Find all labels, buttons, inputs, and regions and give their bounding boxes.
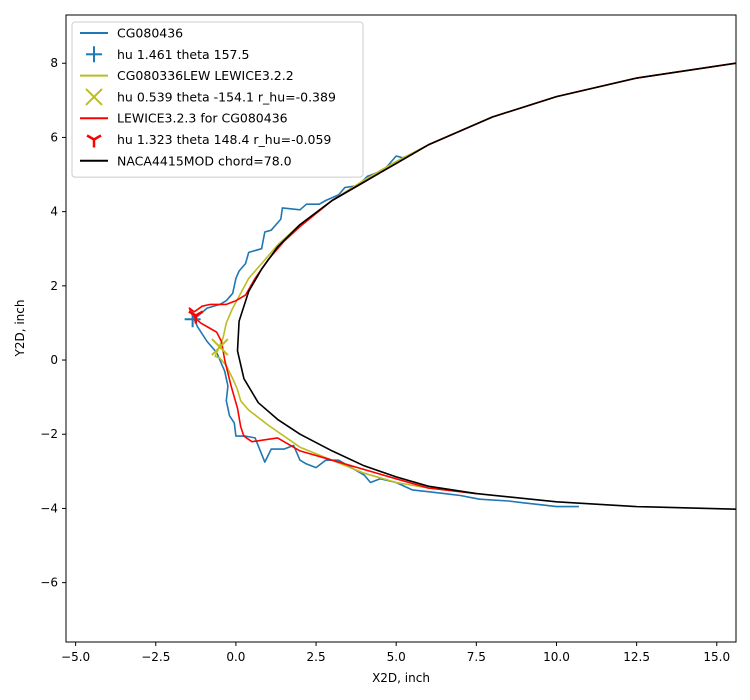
y-axis-ticks: −6 −4 −2 0 2 4 6 8: [40, 56, 66, 590]
legend-entry: CG080436: [80, 26, 183, 41]
series-line-naca4415mod-chord-78-0: [236, 62, 736, 510]
x-tick-label: 15.0: [703, 650, 730, 664]
x-tick-label: 2.5: [307, 650, 326, 664]
y-tick-label: −6: [40, 576, 58, 590]
series-marker-hu-0-539-theta-154-1-r-hu-0-389: [211, 338, 229, 356]
series-line-cg080336lew-lewice3-2-2: [214, 62, 736, 495]
y-tick-label: 6: [50, 130, 58, 144]
y-tick-label: −4: [40, 501, 58, 515]
y-tick-label: 4: [50, 205, 58, 219]
legend-entry: hu 0.539 theta -154.1 r_hu=-0.389: [85, 88, 336, 106]
legend-label: CG080336LEW LEWICE3.2.2: [117, 68, 294, 83]
legend-swatch: [86, 46, 102, 63]
series-marker-hu-1-323-theta-148-4-r-hu-0-059: [188, 310, 204, 324]
y-tick-label: 2: [50, 279, 58, 293]
legend-entry: LEWICE3.2.3 for CG080436: [80, 111, 288, 126]
legend-label: CG080436: [117, 26, 183, 41]
plot-frame: [65, 14, 737, 643]
x-axis-ticks: −5.0 −2.5 0.0 2.5 5.0 7.5 10.0 12.5 15.0: [61, 642, 730, 664]
legend-label: hu 1.323 theta 148.4 r_hu=-0.059: [117, 132, 331, 147]
legend-label: NACA4415MOD chord=78.0: [117, 153, 292, 168]
legend-entry: hu 1.323 theta 148.4 r_hu=-0.059: [86, 132, 331, 148]
x-tick-label: 12.5: [623, 650, 650, 664]
y-tick-label: 8: [50, 56, 58, 70]
legend-entry: NACA4415MOD chord=78.0: [80, 153, 292, 168]
y-tick-label: −2: [40, 427, 58, 441]
y-tick-label: 0: [50, 353, 58, 367]
x-tick-label: 10.0: [543, 650, 570, 664]
x-tick-label: 0.0: [226, 650, 245, 664]
x-tick-label: −5.0: [61, 650, 90, 664]
legend: CG080436 hu 1.461 theta 157.5 CG080336LEW …: [71, 21, 364, 178]
x-tick-label: −2.5: [141, 650, 170, 664]
legend-swatch: [85, 88, 103, 106]
legend-entry: CG080336LEW LEWICE3.2.2: [80, 68, 294, 83]
x-tick-label: 7.5: [467, 650, 486, 664]
legend-swatch: [86, 134, 102, 148]
legend-label: hu 1.461 theta 157.5: [117, 47, 249, 62]
y-axis-label: Y2D, inch: [13, 300, 27, 358]
legend-frame: [71, 21, 364, 178]
legend-label: hu 0.539 theta -154.1 r_hu=-0.389: [117, 89, 336, 104]
x-axis-label: X2D, inch: [372, 671, 430, 685]
legend-entry: hu 1.461 theta 157.5: [86, 46, 249, 63]
plot-markers: [184, 310, 229, 356]
legend-label: LEWICE3.2.3 for CG080436: [117, 111, 288, 126]
x-tick-label: 5.0: [387, 650, 406, 664]
